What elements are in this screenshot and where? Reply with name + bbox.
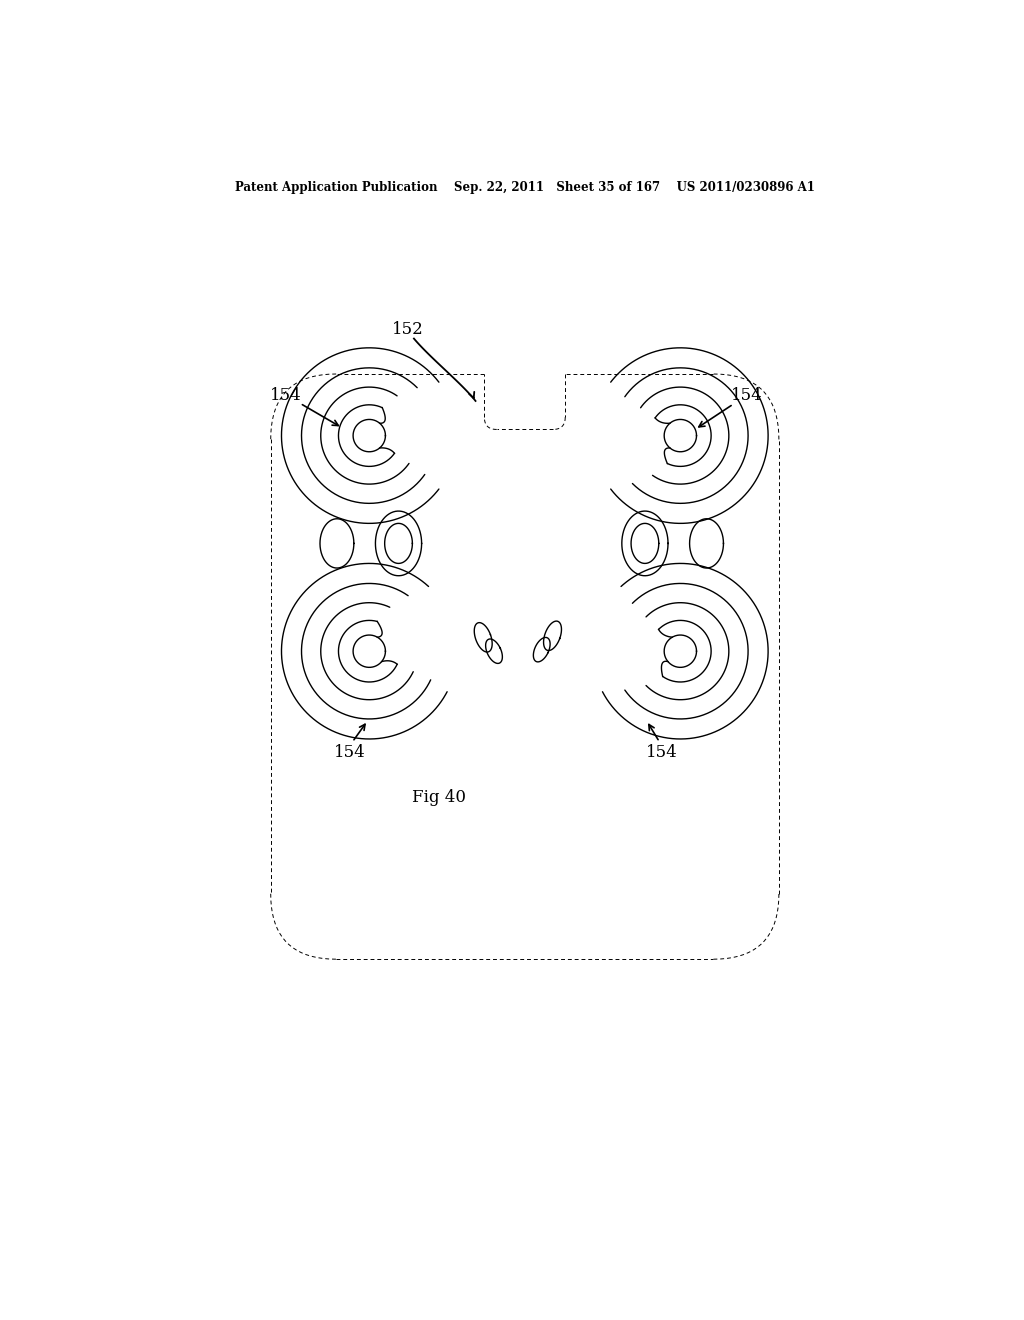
Text: 154: 154 <box>646 744 678 762</box>
Text: Fig 40: Fig 40 <box>412 789 466 807</box>
Text: 152: 152 <box>392 321 424 338</box>
Text: 154: 154 <box>334 744 366 762</box>
Text: 154: 154 <box>270 387 302 404</box>
Text: Patent Application Publication    Sep. 22, 2011   Sheet 35 of 167    US 2011/023: Patent Application Publication Sep. 22, … <box>234 181 815 194</box>
Text: 154: 154 <box>731 387 763 404</box>
